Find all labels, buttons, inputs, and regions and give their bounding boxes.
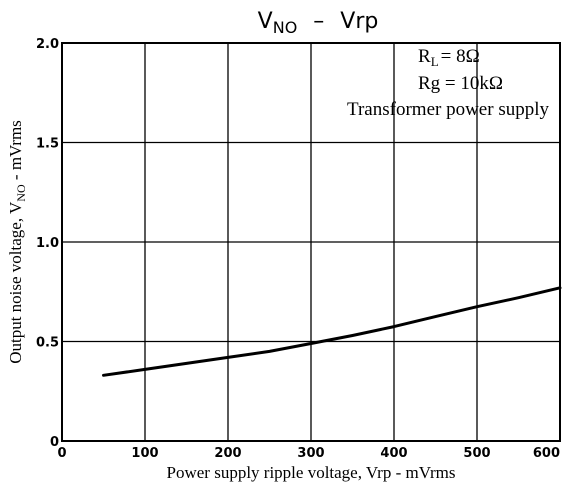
x-tick-label: 0 <box>57 446 66 461</box>
chart-title: VNO – Vrp <box>258 9 379 37</box>
x-tick-label: 500 <box>463 446 490 461</box>
annotation-rg: Rg = 10kΩ <box>418 73 503 94</box>
y-axis-label: Output noise voltage, VNO - mVrms <box>6 120 28 364</box>
x-tick-label: 100 <box>131 446 158 461</box>
x-tick-label: 200 <box>214 446 241 461</box>
annotation-supply: Transformer power supply <box>347 99 549 120</box>
y-tick-label: 0 <box>50 435 59 450</box>
y-tick-label: 1.5 <box>36 137 59 152</box>
tick-labels: 0 100 200 300 400 500 600 0 0.5 1.0 1.5 2.0 <box>36 37 560 461</box>
grid-lines <box>62 43 560 441</box>
plot-frame <box>61 42 561 442</box>
x-axis-label: Power supply ripple voltage, Vrp - mVrms <box>167 463 456 482</box>
series-lines <box>102 286 562 377</box>
x-tick-label: 400 <box>380 446 407 461</box>
annotation-rl: RL = 8Ω <box>418 46 480 69</box>
series-line <box>102 286 562 377</box>
y-tick-label: 1.0 <box>36 236 59 251</box>
y-tick-label: 2.0 <box>36 37 59 52</box>
y-tick-label: 0.5 <box>36 336 59 351</box>
x-tick-label: 300 <box>297 446 324 461</box>
x-tick-label: 600 <box>533 446 560 461</box>
